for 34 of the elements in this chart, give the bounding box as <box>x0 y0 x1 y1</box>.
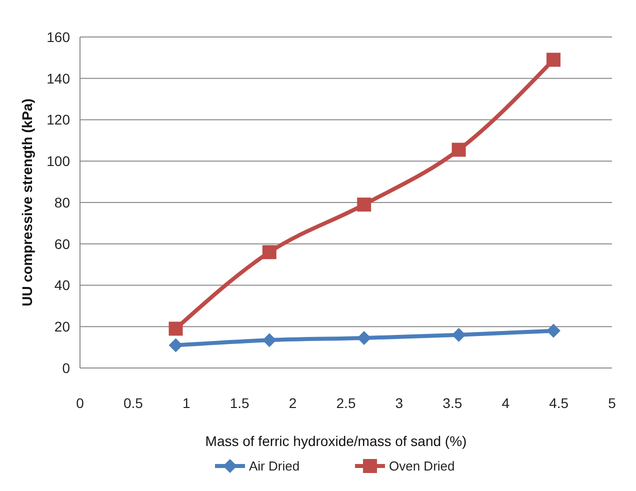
x-axis-title: Mass of ferric hydroxide/mass of sand (%) <box>205 433 467 449</box>
y-axis-title: UU compressive strength (kPa) <box>19 98 35 306</box>
y-tick-label: 100 <box>46 153 70 170</box>
point <box>452 142 466 157</box>
x-tick-label: 2 <box>288 395 297 411</box>
x-tick-label: 1.5 <box>230 395 250 411</box>
y-tick-label: 120 <box>46 112 70 128</box>
x-tick-label: 4 <box>502 395 510 411</box>
point <box>452 328 466 342</box>
y-tick-label: 160 <box>46 28 70 45</box>
y-tick-label: 80 <box>54 194 70 210</box>
point <box>546 52 560 67</box>
x-tick-label: 1 <box>182 395 190 411</box>
point <box>168 338 183 352</box>
x-tick-label: 0 <box>76 395 84 411</box>
x-tick-label: 3 <box>395 395 404 411</box>
x-tick-label: 5 <box>608 395 616 411</box>
point <box>546 324 560 338</box>
x-tick-label: 0.5 <box>123 395 144 411</box>
point <box>262 333 276 348</box>
legend-label: Oven Dried <box>389 458 455 474</box>
x-tick-label: 3.5 <box>442 395 462 411</box>
x-tick-label: 2.5 <box>336 395 356 411</box>
point <box>357 331 372 346</box>
y-tick-label: 60 <box>54 236 70 252</box>
point <box>357 198 372 212</box>
x-tick-label: 4.5 <box>549 395 569 411</box>
point <box>262 245 276 260</box>
point <box>168 322 183 336</box>
y-tick-label: 0 <box>62 360 70 376</box>
y-tick-label: 140 <box>46 70 70 86</box>
y-tick-label: 40 <box>54 277 70 294</box>
legend-label: Air Dried <box>249 458 300 474</box>
y-tick-label: 20 <box>54 318 70 335</box>
